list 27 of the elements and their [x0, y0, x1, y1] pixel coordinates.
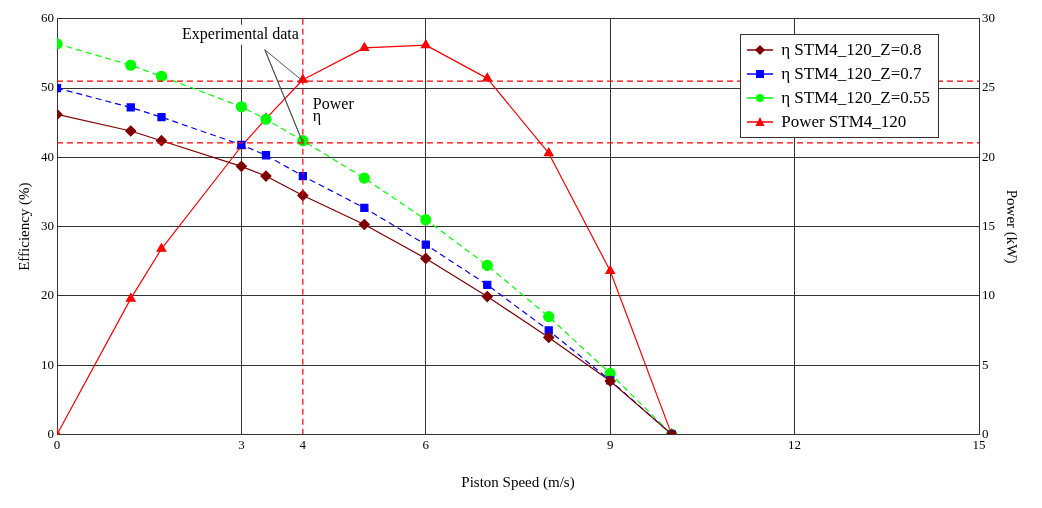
x-tick-label: 4 [299, 436, 307, 452]
y2-tick-label: 10 [982, 287, 995, 303]
y-tick-label: 20 [41, 287, 54, 303]
y-tick-label: 30 [41, 218, 54, 234]
x-tick-label: 9 [606, 436, 614, 452]
y2-tick-label: 30 [982, 10, 995, 26]
y-tick-label: 60 [41, 10, 54, 26]
y-axis-title: Efficiency (%) [15, 182, 33, 271]
legend-label: η STM4_120_Z=0.55 [781, 87, 930, 109]
y2-tick-label: 0 [982, 425, 989, 441]
x-tick-label: 12 [788, 436, 802, 452]
x-axis-title: Piston Speed (m/s) [461, 473, 575, 491]
y-tick-label: 40 [41, 148, 54, 164]
y2-tick-label: 25 [982, 79, 995, 95]
y2-tick-label: 20 [982, 148, 995, 164]
y2-tick-label: 15 [982, 218, 995, 234]
x-tick-label: 6 [422, 436, 430, 452]
y-tick-label: 0 [47, 425, 54, 441]
y2-tick-label: 5 [982, 356, 989, 372]
annotation: Experimental data [182, 25, 299, 43]
x-tick-label: 3 [238, 436, 245, 452]
y2-axis-title: Power (kW) [1003, 189, 1021, 264]
legend-label: η STM4_120_Z=0.8 [781, 39, 922, 61]
y-tick-label: 50 [41, 79, 54, 95]
y-tick-label: 10 [41, 356, 54, 372]
legend-label: η STM4_120_Z=0.7 [781, 63, 922, 85]
legend-label: Power STM4_120 [781, 111, 907, 133]
